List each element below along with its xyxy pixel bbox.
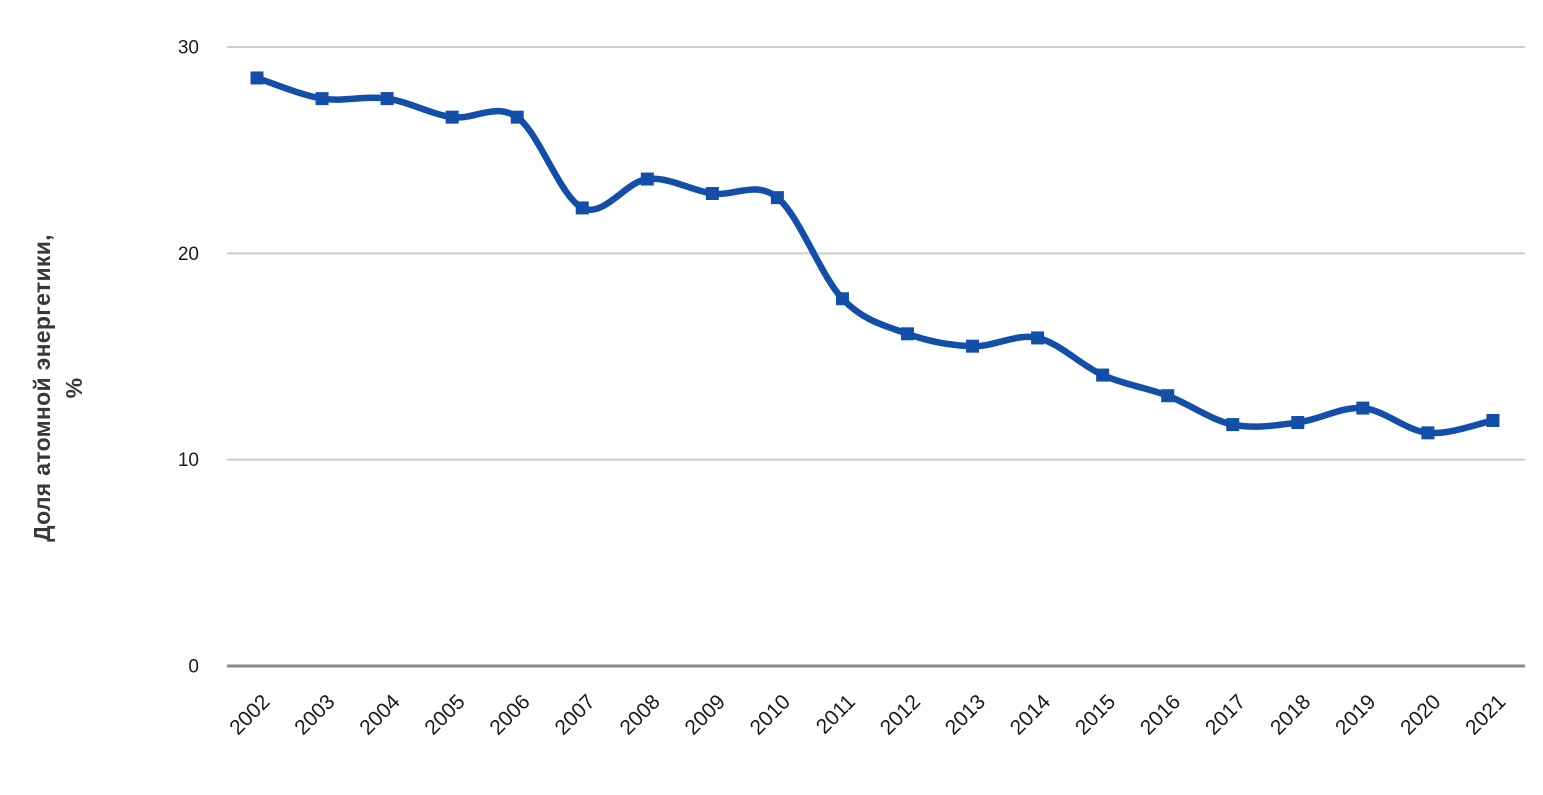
data-point-marker [1096,368,1110,382]
data-point-marker [1031,331,1045,345]
x-axis-tick-label: 2010 [746,690,795,739]
y-axis-tick-label: 20 [178,244,199,265]
x-axis-tick-label: 2008 [616,690,665,739]
y-axis-tick-label: 0 [188,657,199,678]
y-axis-tick-label: 30 [178,38,199,59]
x-axis-tick-label: 2009 [681,690,730,739]
x-axis-tick-label: 2007 [550,690,599,739]
data-point-marker [1486,413,1500,427]
data-point-marker [1421,426,1435,440]
x-axis-tick-label: 2013 [941,690,990,739]
data-point-marker [315,92,329,106]
x-axis-tick-label: 2018 [1266,690,1315,739]
data-point-marker [835,292,849,306]
data-point-marker [966,339,980,353]
x-axis-tick-label: 2021 [1461,690,1510,739]
x-axis-tick-label: 2014 [1006,690,1056,740]
y-axis-tick-label: 10 [178,450,199,471]
x-axis-tick-label: 2011 [812,690,860,738]
x-axis-tick-label: 2012 [876,690,925,739]
data-point-marker [1161,389,1175,403]
data-point-marker [575,201,589,215]
x-axis-tick-label: 2019 [1331,690,1380,739]
x-axis-tick-label: 2015 [1071,690,1120,739]
x-axis-tick-label: 2017 [1201,690,1250,739]
x-axis-tick-label: 2003 [290,690,339,739]
data-point-marker [380,92,394,106]
data-point-marker [250,71,264,85]
x-axis-tick-label: 2005 [420,690,469,739]
data-point-marker [1226,418,1240,432]
data-point-marker [901,327,914,341]
data-point-marker [770,191,784,205]
data-point-marker [640,172,654,186]
data-point-marker [445,110,459,124]
x-axis-tick-label: 2004 [355,690,405,740]
x-axis-tick-label: 2006 [485,690,534,739]
x-axis-tick-label: 2002 [225,690,274,739]
data-point-marker [705,186,719,200]
x-axis-tick-label: 2016 [1136,690,1185,739]
data-point-marker [1356,401,1370,415]
x-axis-tick-label: 2020 [1396,690,1445,739]
data-point-marker [1291,416,1305,430]
data-point-marker [510,110,524,124]
data-series-line [253,74,1497,437]
